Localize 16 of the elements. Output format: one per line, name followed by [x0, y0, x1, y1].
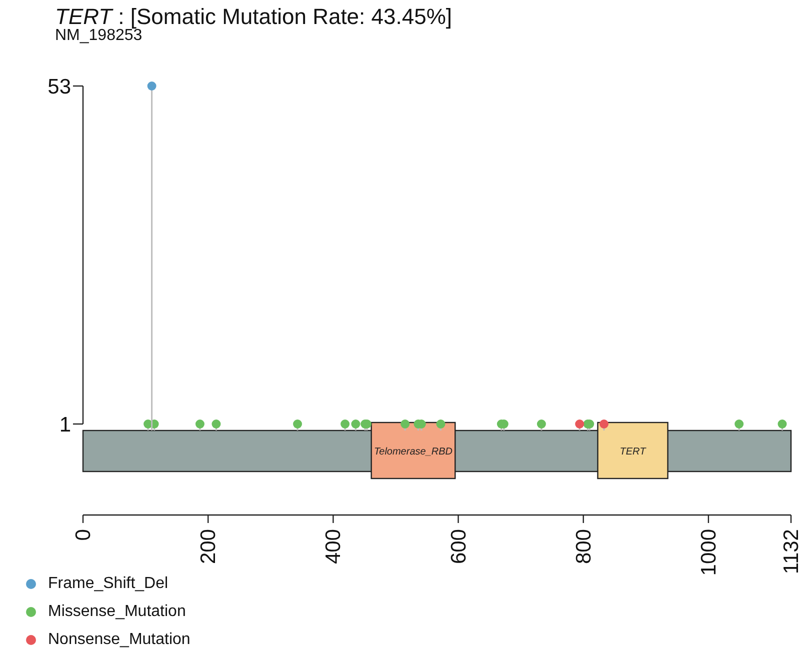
- x-tick-label: 1000: [697, 529, 720, 576]
- band-label: TERT: [620, 446, 647, 458]
- x-tick-label: 600: [447, 529, 470, 564]
- legend-label: Missense_Mutation: [48, 603, 186, 620]
- x-tick-label: 1132: [780, 529, 803, 574]
- x-tick-label: 200: [197, 529, 220, 564]
- band-label: Telomerase_RBD: [374, 446, 453, 458]
- x-tick-label: 800: [572, 529, 596, 564]
- x-tick-label: 400: [322, 529, 346, 564]
- chart-subtitle: NM_198253: [55, 27, 142, 45]
- chart-title: TERT : [Somatic Mutation Rate: 43.45%]: [55, 4, 452, 29]
- legend-label: Frame_Shift_Del: [48, 575, 168, 592]
- legend-label: Nonsense_Mutation: [48, 631, 190, 648]
- y-tick-label: 53: [48, 75, 71, 98]
- x-tick-label: 0: [72, 529, 95, 541]
- y-tick-label: 1: [59, 413, 71, 436]
